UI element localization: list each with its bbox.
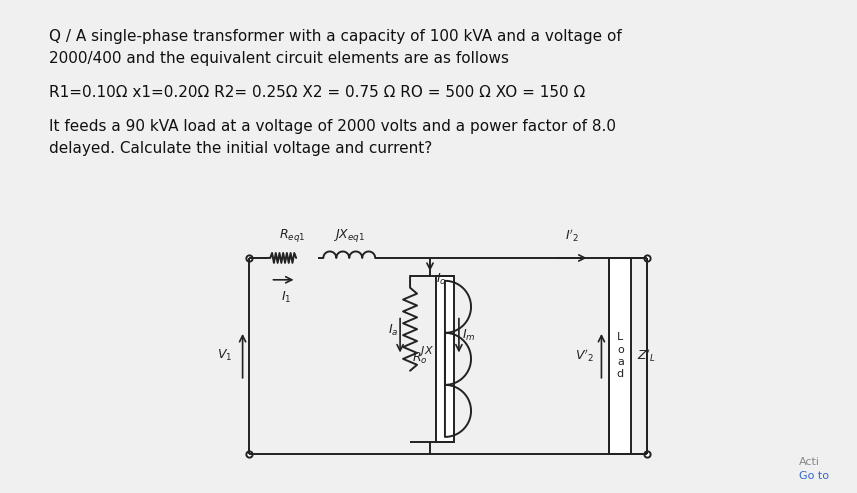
Text: 2000/400 and the equivalent circuit elements are as follows: 2000/400 and the equivalent circuit elem…	[49, 51, 509, 66]
Text: $JX_{eq1}$: $JX_{eq1}$	[333, 227, 365, 244]
Text: delayed. Calculate the initial voltage and current?: delayed. Calculate the initial voltage a…	[49, 141, 433, 156]
Text: L
o
a
d: L o a d	[617, 332, 624, 380]
Text: $I'_{2}$: $I'_{2}$	[565, 227, 579, 244]
Bar	[609, 258, 632, 454]
Bar	[436, 276, 454, 442]
Text: Q / A single-phase transformer with a capacity of 100 kVA and a voltage of: Q / A single-phase transformer with a ca…	[49, 29, 622, 44]
Text: $R_{eq1}$: $R_{eq1}$	[279, 227, 306, 244]
Text: $V_{1}$: $V_{1}$	[218, 349, 232, 363]
Text: R1=0.10Ω x1=0.20Ω R2= 0.25Ω X2 = 0.75 Ω RO = 500 Ω XO = 150 Ω: R1=0.10Ω x1=0.20Ω R2= 0.25Ω X2 = 0.75 Ω …	[49, 85, 585, 100]
Text: $I_{m}$: $I_{m}$	[462, 328, 476, 343]
Text: $I_{a}$: $I_{a}$	[387, 323, 399, 338]
Text: It feeds a 90 kVA load at a voltage of 2000 volts and a power factor of 8.0: It feeds a 90 kVA load at a voltage of 2…	[49, 119, 616, 134]
Text: $R_{o}$: $R_{o}$	[412, 352, 428, 366]
Text: Acti: Acti	[799, 457, 820, 467]
Text: $I_{1}$: $I_{1}$	[281, 290, 291, 305]
Text: Go to: Go to	[799, 471, 829, 481]
Text: $JX$: $JX$	[419, 344, 434, 358]
Text: $Z'_{L}$: $Z'_{L}$	[638, 348, 656, 364]
Text: $I_{o}$: $I_{o}$	[436, 272, 446, 287]
Text: $V'_{2}$: $V'_{2}$	[574, 348, 593, 364]
